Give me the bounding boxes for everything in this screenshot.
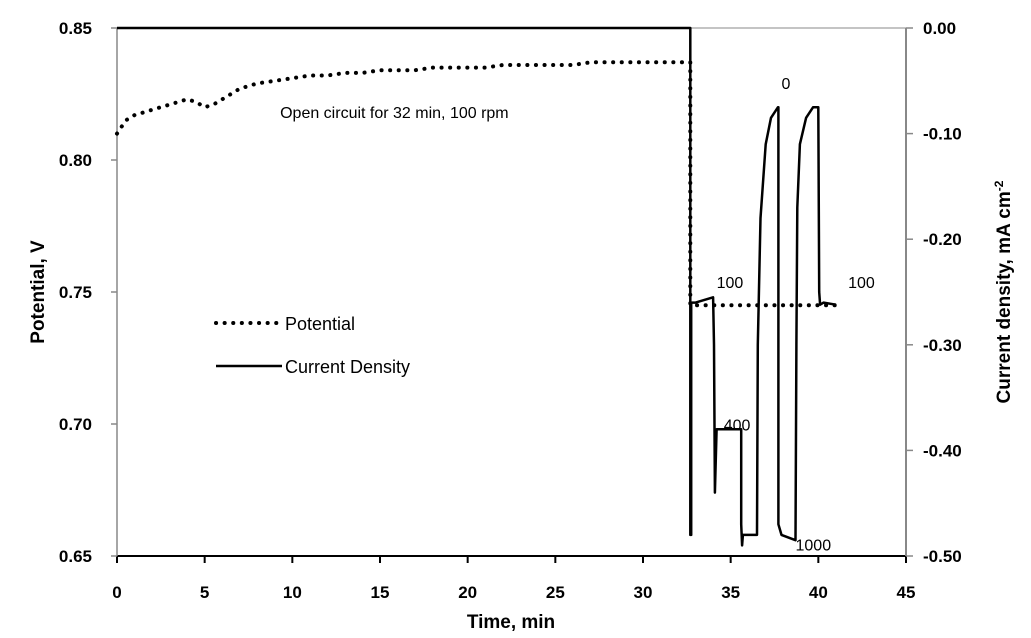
right-tick-label: -0.20	[923, 230, 962, 249]
plot-area	[116, 27, 907, 557]
x-tick-label: 30	[634, 583, 653, 602]
annotation-label: 100	[717, 275, 744, 292]
right-axis-title-superscript: -2	[992, 180, 1006, 191]
left-tick-label: 0.85	[59, 19, 92, 38]
potential-series-line	[115, 60, 838, 308]
right-tick-label: -0.50	[923, 547, 962, 566]
right-tick-label: 0.00	[923, 19, 956, 38]
x-tick-label: 0	[112, 583, 121, 602]
x-tick-label: 25	[546, 583, 565, 602]
x-axis-ticks: 0 5 10 15 20 25 30 35 40 45	[112, 556, 915, 602]
legend: Potential Current Density	[214, 314, 410, 377]
annotations: Open circuit for 32 min, 100 rpm 100 400 0 1…	[280, 76, 875, 555]
current-density-series-line	[117, 26, 837, 547]
x-tick-label: 45	[897, 583, 916, 602]
left-tick-label: 0.80	[59, 151, 92, 170]
x-tick-label: 15	[371, 583, 390, 602]
annotation-label: 400	[724, 417, 751, 434]
annotation-label: 1000	[796, 538, 832, 555]
x-tick-label: 20	[458, 583, 477, 602]
left-tick-label: 0.70	[59, 415, 92, 434]
legend-label-current-density: Current Density	[285, 357, 410, 377]
right-axis-ticks: -0.50 -0.40 -0.30 -0.20 -0.10 0.00	[906, 19, 962, 566]
annotation-label: 100	[848, 275, 875, 292]
right-tick-label: -0.30	[923, 336, 962, 355]
annotation-label: Open circuit for 32 min, 100 rpm	[280, 105, 509, 122]
right-axis-title: Current density, mA cm-2	[992, 180, 1015, 403]
left-axis-ticks: 0.65 0.70 0.75 0.80 0.85	[59, 19, 117, 566]
right-tick-label: -0.40	[923, 441, 962, 460]
left-tick-label: 0.65	[59, 547, 92, 566]
x-tick-label: 10	[283, 583, 302, 602]
x-tick-label: 5	[200, 583, 209, 602]
x-tick-label: 40	[809, 583, 828, 602]
x-tick-label: 35	[721, 583, 740, 602]
left-axis-title: Potential, V	[28, 240, 49, 344]
legend-label-potential: Potential	[285, 314, 355, 334]
x-axis-title: Time, min	[467, 612, 555, 633]
annotation-label: 0	[782, 76, 791, 93]
right-tick-label: -0.10	[923, 125, 962, 144]
left-tick-label: 0.75	[59, 283, 92, 302]
series-layer	[115, 26, 838, 547]
right-axis-title-main: Current density, mA cm	[994, 191, 1015, 403]
